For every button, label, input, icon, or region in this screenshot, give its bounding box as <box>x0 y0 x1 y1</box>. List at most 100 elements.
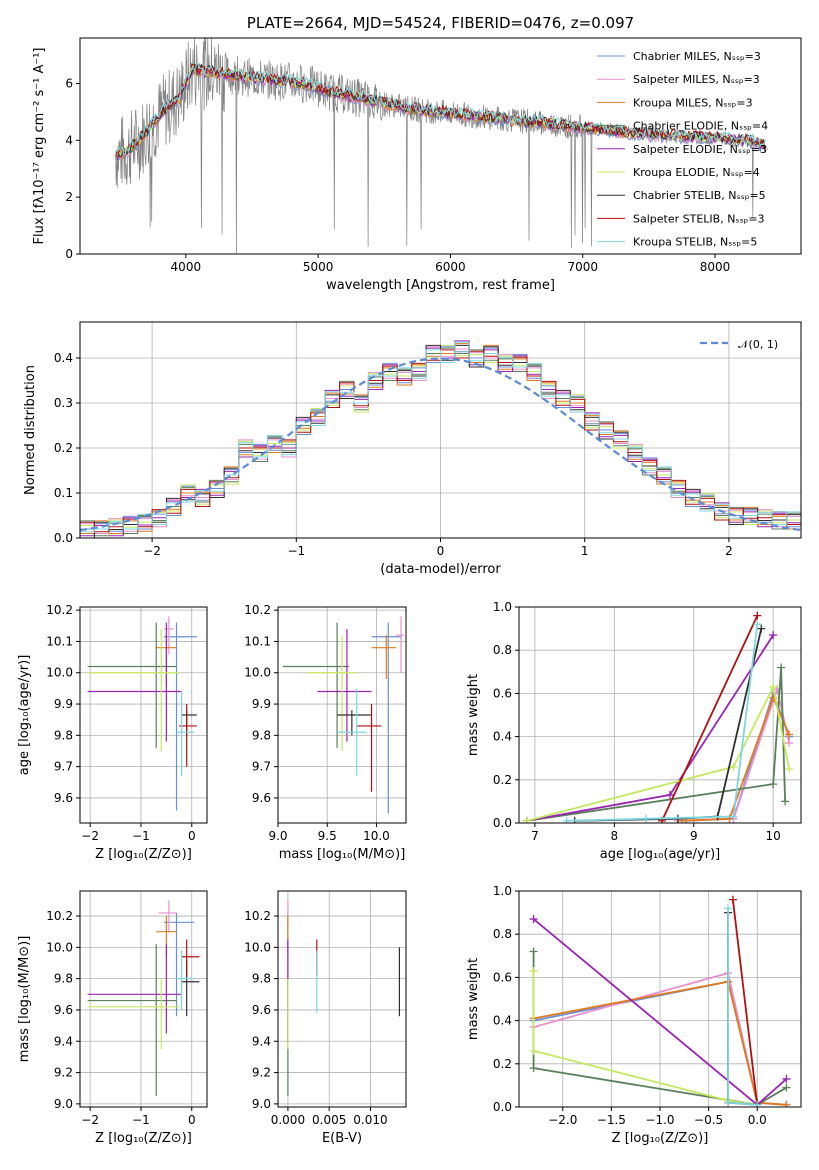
legend-label: 𝒩(0, 1) <box>738 338 778 351</box>
weight-line <box>526 684 790 822</box>
chart-title: PLATE=2664, MJD=54524, FIBERID=0476, z=0… <box>247 14 634 32</box>
y-tick-label: 0.6 <box>493 970 512 984</box>
y-tick-label: 9.6 <box>54 791 73 805</box>
weight-marker <box>753 611 762 620</box>
legend-label: Chabrier MILES, Nₛₛₚ=3 <box>633 50 761 63</box>
panel-mass-vs-EBV <box>274 890 407 1111</box>
y-tick-label: 9.8 <box>252 728 271 742</box>
weight-marker <box>529 1064 538 1073</box>
y-axis-label: mass [log₁₀(M/M⊙)] <box>17 936 32 1063</box>
x-axis-label: mass [log₁₀(M/M⊙)] <box>279 847 406 862</box>
weight-marker <box>782 1074 791 1083</box>
axes-frame <box>79 37 802 255</box>
x-tick-label: 7 <box>531 829 539 843</box>
weight-marker <box>782 1083 791 1092</box>
x-tick-label: −1.5 <box>597 1113 626 1127</box>
plot-area-age-vs-Z <box>80 607 207 823</box>
x-axis-label: wavelength [Angstrom, rest frame] <box>326 278 555 293</box>
x-axis-label: Z [log₁₀(Z/Z⊙)] <box>612 1131 709 1146</box>
y-tick-label: 9.8 <box>54 972 73 986</box>
weight-line <box>574 628 763 822</box>
x-tick-label: 9 <box>690 829 698 843</box>
panel-spectrum <box>76 37 802 258</box>
panel-weight-vs-age <box>515 606 802 827</box>
y-tick-label: 10.0 <box>46 940 73 954</box>
residual-histogram <box>80 341 801 533</box>
axes-frame <box>79 890 208 1108</box>
x-tick-label: 2 <box>725 544 733 558</box>
legend-label: Kroupa STELIB, Nₛₛₚ=5 <box>633 236 757 249</box>
panel-weight-vs-Z <box>515 890 802 1111</box>
weight-marker <box>529 915 538 924</box>
panel-mass-vs-Z <box>76 890 208 1111</box>
y-tick-label: 1.0 <box>493 884 512 898</box>
x-axis-label: Z [log₁₀(Z/Z⊙)] <box>95 847 192 862</box>
weight-line <box>566 624 759 822</box>
weight-line <box>532 970 758 1106</box>
plot-area-mass-vs-EBV <box>278 891 406 1107</box>
weight-marker <box>769 780 778 789</box>
y-tick-label: 9.6 <box>54 1003 73 1017</box>
legend-label: Salpeter ELODIE, Nₛₛₚ=3 <box>633 143 767 156</box>
y-tick-label: 4 <box>65 133 73 147</box>
x-tick-label: 10.0 <box>363 829 390 843</box>
weight-marker <box>665 790 674 799</box>
weight-marker <box>769 682 778 691</box>
x-tick-label: 0.010 <box>353 1113 387 1127</box>
weight-marker <box>777 663 786 672</box>
x-tick-label: −1 <box>132 829 150 843</box>
x-tick-label: 0 <box>188 1113 196 1127</box>
y-tick-label: 0.6 <box>493 686 512 700</box>
y-axis-label: mass weight <box>466 674 481 756</box>
y-tick-label: 9.7 <box>252 760 271 774</box>
y-tick-label: 10.0 <box>46 666 73 680</box>
x-tick-label: 8000 <box>700 260 731 274</box>
x-tick-label: −2 <box>81 829 99 843</box>
y-tick-label: 0 <box>65 247 73 261</box>
y-tick-label: 9.8 <box>54 728 73 742</box>
panel-age-vs-Z <box>76 606 208 827</box>
y-tick-label: 9.0 <box>54 1097 73 1111</box>
y-tick-label: 0.0 <box>54 531 73 545</box>
weight-marker <box>769 631 778 640</box>
weight-marker <box>529 966 538 975</box>
model-spectrum-line <box>115 62 766 155</box>
x-tick-label: −2.0 <box>548 1113 577 1127</box>
y-tick-label: 10.2 <box>46 603 73 617</box>
y-tick-label: 10.0 <box>244 666 271 680</box>
weight-line <box>732 899 759 1105</box>
weight-marker <box>753 620 762 629</box>
y-tick-label: 9.0 <box>252 1097 271 1111</box>
weight-marker <box>724 1098 733 1107</box>
legend-label: Salpeter STELIB, Nₛₛₚ=3 <box>633 212 765 225</box>
y-tick-label: 2 <box>65 190 73 204</box>
y-tick-label: 0.1 <box>54 486 73 500</box>
weight-marker <box>785 739 794 748</box>
plot-area-weight-vs-Z <box>519 891 801 1107</box>
legend-label: Chabrier STELIB, Nₛₛₚ=5 <box>633 189 766 202</box>
y-tick-label: 9.6 <box>252 791 271 805</box>
x-tick-label: −1.0 <box>645 1113 674 1127</box>
x-tick-label: 0 <box>437 544 445 558</box>
y-tick-label: 10.1 <box>46 634 73 648</box>
weight-marker <box>724 904 733 913</box>
plot-area-mass-vs-Z <box>80 891 207 1107</box>
y-axis-label: age [log₁₀(age/yr)] <box>17 655 32 776</box>
y-tick-label: 10.2 <box>244 909 271 923</box>
plot-area-residuals <box>80 322 801 538</box>
legend-label: Kroupa MILES, Nₛₛₚ=3 <box>633 96 753 109</box>
y-tick-label: 10.2 <box>244 603 271 617</box>
y-tick-label: 9.9 <box>252 697 271 711</box>
y-tick-label: 9.7 <box>54 760 73 774</box>
x-tick-label: 0.000 <box>271 1113 305 1127</box>
weight-marker <box>753 1100 762 1107</box>
x-axis-label: E(B-V) <box>322 1131 362 1146</box>
weight-line <box>677 685 790 822</box>
x-tick-label: −1 <box>132 1113 150 1127</box>
y-tick-label: 9.9 <box>54 697 73 711</box>
x-tick-label: 8 <box>611 829 619 843</box>
x-tick-label: 4000 <box>171 260 202 274</box>
x-tick-label: −0.5 <box>694 1113 723 1127</box>
x-tick-label: −2 <box>143 544 161 558</box>
y-tick-label: 0.2 <box>493 1057 512 1071</box>
